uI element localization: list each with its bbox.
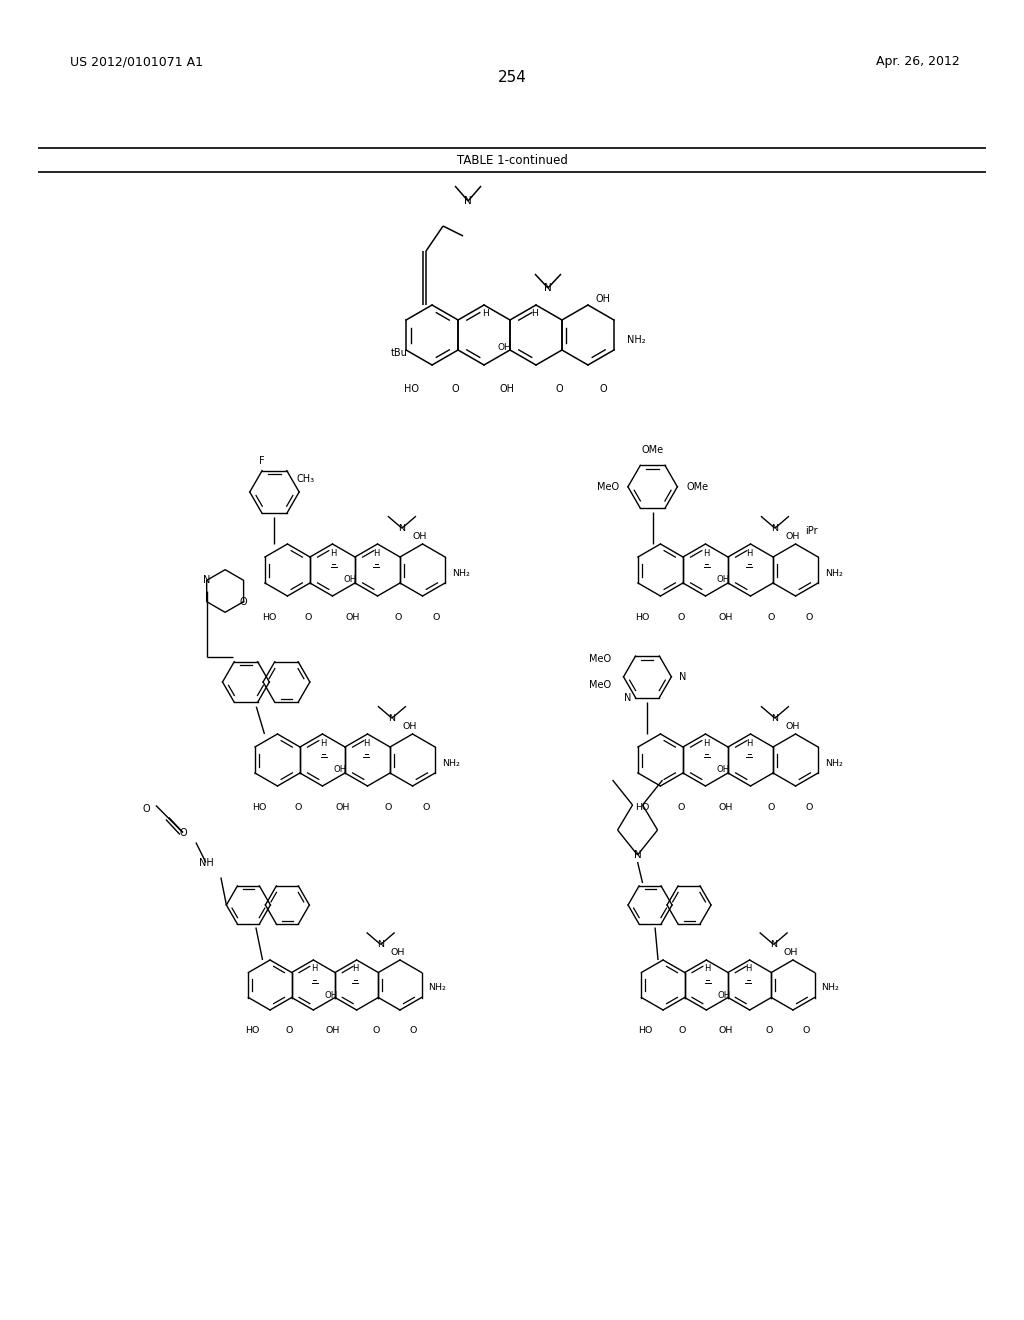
Text: O: O (304, 612, 311, 622)
Text: H: H (352, 964, 358, 973)
Text: O: O (802, 1026, 810, 1035)
Text: iPr: iPr (805, 525, 817, 536)
Text: N: N (398, 524, 406, 533)
Text: O: O (766, 1026, 773, 1035)
Text: H: H (321, 739, 327, 747)
Text: H: H (746, 739, 753, 747)
Text: NH₂: NH₂ (825, 569, 844, 578)
Text: O: O (384, 803, 391, 812)
Text: N: N (679, 672, 687, 682)
Text: N: N (388, 714, 395, 723)
Text: O: O (394, 612, 401, 622)
Text: O: O (452, 384, 459, 393)
Text: MeO: MeO (597, 482, 618, 492)
Text: OH: OH (402, 722, 417, 731)
Text: HO: HO (246, 1026, 260, 1035)
Text: HO: HO (403, 384, 419, 393)
Text: HO: HO (635, 803, 649, 812)
Text: OH: OH (500, 384, 515, 393)
Text: O: O (677, 803, 684, 812)
Text: O: O (677, 612, 684, 622)
Text: H: H (746, 549, 753, 557)
Text: OH: OH (785, 722, 800, 731)
Text: OH: OH (717, 766, 730, 775)
Text: H: H (311, 964, 317, 973)
Text: N: N (770, 940, 777, 949)
Text: N: N (771, 524, 778, 533)
Text: OH: OH (498, 342, 512, 351)
Text: TABLE 1-continued: TABLE 1-continued (457, 153, 567, 166)
Text: H: H (703, 739, 710, 747)
Text: N: N (377, 940, 384, 949)
Text: O: O (767, 803, 774, 812)
Text: H: H (703, 549, 710, 557)
Text: O: O (286, 1026, 293, 1035)
Text: OH: OH (336, 803, 350, 812)
Text: O: O (679, 1026, 686, 1035)
Text: HO: HO (252, 803, 266, 812)
Text: O: O (556, 384, 563, 393)
Text: NH₂: NH₂ (821, 983, 840, 993)
Text: O: O (240, 597, 247, 607)
Text: OH: OH (334, 766, 347, 775)
Text: OH: OH (785, 532, 800, 541)
Text: OH: OH (326, 1026, 340, 1035)
Text: N: N (634, 850, 641, 861)
Text: N: N (624, 693, 632, 702)
Text: O: O (142, 804, 150, 814)
Text: NH₂: NH₂ (428, 983, 446, 993)
Text: OH: OH (344, 576, 357, 585)
Text: N: N (544, 282, 552, 293)
Text: N: N (464, 195, 472, 206)
Text: O: O (600, 384, 607, 393)
Text: OH: OH (717, 576, 730, 585)
Text: HO: HO (262, 612, 276, 622)
Text: O: O (422, 803, 430, 812)
Text: Apr. 26, 2012: Apr. 26, 2012 (877, 55, 961, 69)
Text: NH: NH (199, 858, 213, 867)
Text: OH: OH (717, 990, 730, 999)
Text: H: H (331, 549, 337, 557)
Text: HO: HO (635, 612, 649, 622)
Text: NH₂: NH₂ (453, 569, 470, 578)
Text: OH: OH (345, 612, 359, 622)
Text: O: O (432, 612, 439, 622)
Text: OH: OH (595, 294, 610, 304)
Text: OMe: OMe (642, 445, 664, 455)
Text: tBu: tBu (390, 348, 408, 358)
Text: NH₂: NH₂ (825, 759, 844, 767)
Text: H: H (745, 964, 752, 973)
Text: H: H (364, 739, 370, 747)
Text: O: O (805, 803, 813, 812)
Text: N: N (771, 714, 778, 723)
Text: H: H (531, 309, 538, 318)
Text: H: H (482, 309, 488, 318)
Text: O: O (179, 828, 186, 837)
Text: H: H (705, 964, 711, 973)
Text: OH: OH (413, 532, 427, 541)
Text: NH₂: NH₂ (442, 759, 461, 767)
Text: MeO: MeO (589, 653, 611, 664)
Text: NH₂: NH₂ (627, 335, 645, 345)
Text: OH: OH (783, 948, 798, 957)
Text: O: O (805, 612, 813, 622)
Text: OH: OH (324, 990, 337, 999)
Text: OH: OH (719, 803, 733, 812)
Text: CH₃: CH₃ (297, 474, 314, 484)
Text: HO: HO (639, 1026, 653, 1035)
Text: OMe: OMe (686, 482, 709, 492)
Text: O: O (373, 1026, 380, 1035)
Text: OH: OH (719, 1026, 733, 1035)
Text: O: O (294, 803, 301, 812)
Text: N: N (204, 576, 211, 585)
Text: OH: OH (390, 948, 404, 957)
Text: O: O (410, 1026, 417, 1035)
Text: OH: OH (719, 612, 733, 622)
Text: 254: 254 (498, 70, 526, 86)
Text: US 2012/0101071 A1: US 2012/0101071 A1 (70, 55, 203, 69)
Text: MeO: MeO (589, 680, 611, 689)
Text: H: H (373, 549, 380, 557)
Text: F: F (259, 455, 264, 466)
Text: O: O (767, 612, 774, 622)
